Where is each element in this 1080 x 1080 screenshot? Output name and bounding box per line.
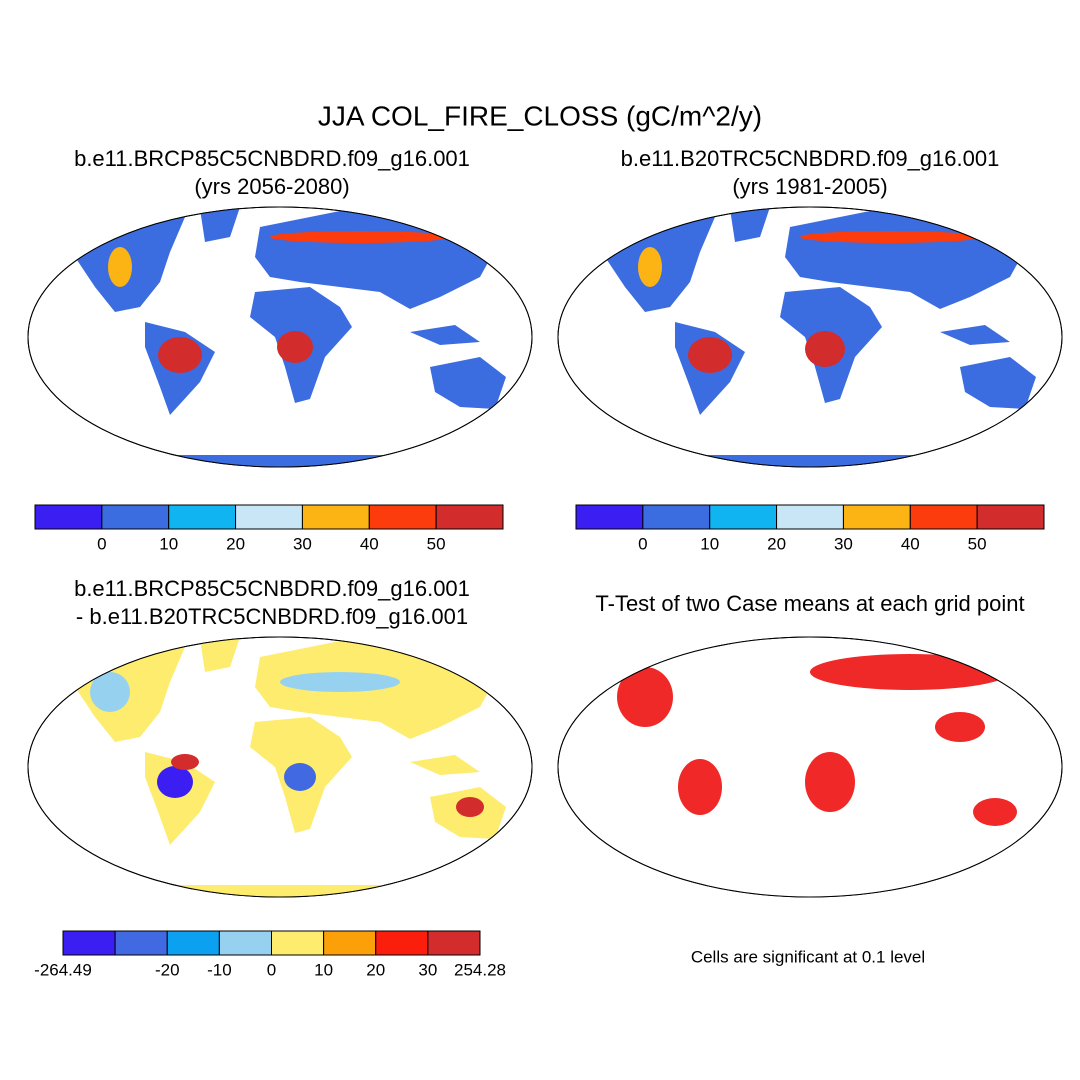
colorbar-box <box>235 504 303 530</box>
colorbar-box <box>218 930 272 956</box>
note: Cells are significant at 0.1 level <box>691 947 925 966</box>
colorbar-box <box>776 504 844 530</box>
colorbar-box <box>575 504 644 530</box>
colorbar-box <box>271 930 325 956</box>
map <box>557 636 1063 898</box>
colorbar-label: 10 <box>700 534 719 553</box>
colorbar-box <box>709 504 778 530</box>
map <box>557 206 1063 468</box>
colorbar-box <box>166 930 220 956</box>
colorbar-box <box>427 930 481 956</box>
colorbar-label: 0 <box>638 534 647 553</box>
colorbar-label: 30 <box>418 960 437 979</box>
panel-title: T-Test of two Case means at each grid po… <box>595 591 1024 616</box>
colorbar-box <box>114 930 168 956</box>
colorbar-label: 40 <box>901 534 920 553</box>
colorbar-box <box>909 504 978 530</box>
colorbar-label: 20 <box>226 534 245 553</box>
panel-title: b.e11.B20TRC5CNBDRD.f09_g16.001 <box>621 146 1000 171</box>
colorbar-label: 0 <box>267 960 276 979</box>
colorbar-label: 10 <box>159 534 178 553</box>
colorbar-label: 0 <box>97 534 106 553</box>
colorbar-label: 20 <box>767 534 786 553</box>
colorbar-label: 30 <box>834 534 853 553</box>
colorbar-box <box>368 504 437 530</box>
colorbar-box <box>375 930 429 956</box>
colorbar-label: 254.28 <box>454 960 506 979</box>
map <box>27 206 533 468</box>
colorbar-label: 10 <box>314 960 333 979</box>
colorbar-box <box>101 504 170 530</box>
colorbar-label: -10 <box>207 960 232 979</box>
colorbar-label: 40 <box>360 534 379 553</box>
colorbar-box <box>301 504 370 530</box>
panel-title: b.e11.BRCP85C5CNBDRD.f09_g16.001 <box>74 146 470 171</box>
colorbar-box <box>168 504 237 530</box>
panel-title: b.e11.BRCP85C5CNBDRD.f09_g16.001 <box>74 576 470 601</box>
colorbar-box <box>642 504 711 530</box>
panel-subtitle: (yrs 1981-2005) <box>732 174 887 199</box>
panel-subtitle: (yrs 2056-2080) <box>194 174 349 199</box>
map <box>27 636 533 898</box>
colorbar-label: 50 <box>427 534 446 553</box>
colorbar-label: -264.49 <box>34 960 92 979</box>
figure-title: JJA COL_FIRE_CLOSS (gC/m^2/y) <box>318 100 762 131</box>
colorbar-box <box>34 504 103 530</box>
colorbar-box <box>976 504 1045 530</box>
colorbar-label: -20 <box>155 960 180 979</box>
colorbar-box <box>842 504 911 530</box>
panel-subtitle: - b.e11.B20TRC5CNBDRD.f09_g16.001 <box>76 604 468 629</box>
colorbar-box <box>62 930 116 956</box>
colorbar-label: 20 <box>366 960 385 979</box>
colorbar-box <box>435 504 504 530</box>
colorbar-box <box>323 930 377 956</box>
colorbar-label: 50 <box>968 534 987 553</box>
colorbar-label: 30 <box>293 534 312 553</box>
